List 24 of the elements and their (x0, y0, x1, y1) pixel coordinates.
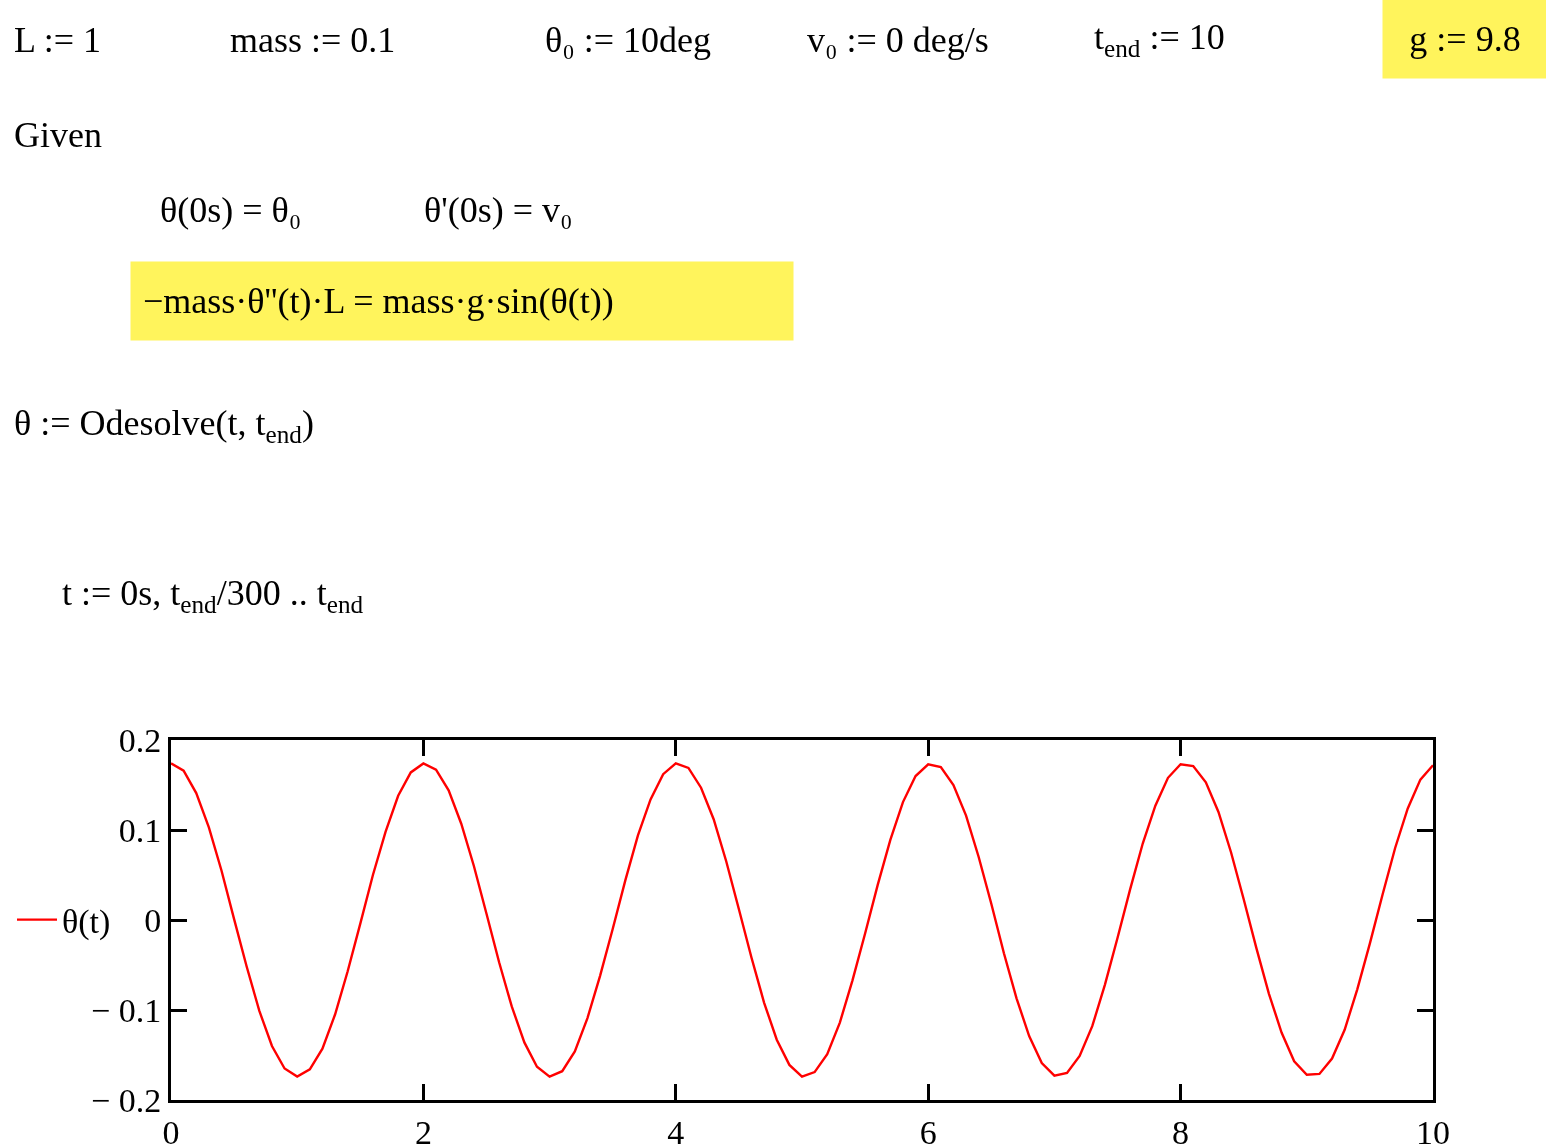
x-tick-label: 4 (667, 1113, 685, 1148)
x-tick-label: 6 (919, 1113, 937, 1148)
text: Given (14, 115, 102, 155)
y-tick-label: 0.1 (118, 811, 162, 849)
text: −mass·θ''(t)·L = mass·g·sin(θ(t)) (143, 281, 614, 321)
text: L := 1 (14, 20, 101, 60)
x-tick-label: 8 (1172, 1113, 1190, 1148)
text: θ(0s) = θ₀ (160, 190, 302, 230)
text: v₀ := 0 deg/s (807, 20, 989, 60)
text: mass := 0.1 (230, 20, 396, 60)
line-series (171, 762, 1433, 1078)
text: θ'(0s) = v₀ (424, 190, 573, 230)
y-tick-label: − 0.1 (91, 991, 162, 1029)
text: t := 0s, t$_{end}$/300 .. t$_{end}$ (62, 573, 364, 618)
text: g := 9.8 (1409, 19, 1521, 59)
text: θ₀ := 10deg (545, 20, 712, 60)
text: θ := Odesolve(t, t$_{end}$) (14, 403, 314, 448)
y-tick-label: 0 (144, 901, 162, 939)
x-tick-label: 2 (414, 1113, 432, 1148)
text: t$_{end}$ := 10 (1094, 17, 1225, 62)
legend-label: θ(t) (62, 902, 111, 941)
x-tick-label: 10 (1416, 1113, 1450, 1148)
y-tick-label: 0.2 (118, 721, 162, 759)
y-tick-label: − 0.2 (91, 1081, 162, 1119)
